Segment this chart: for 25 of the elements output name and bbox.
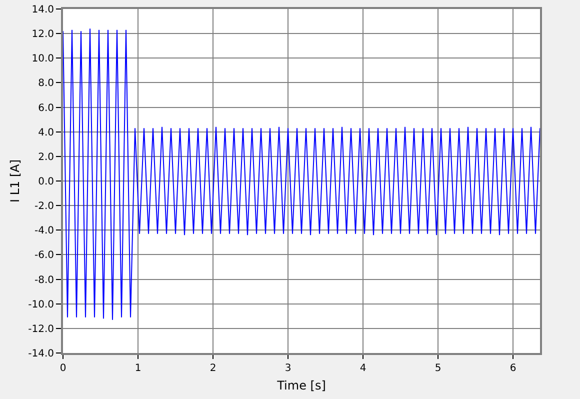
x-tick-label: 1 bbox=[134, 363, 142, 374]
x-tick-label: 3 bbox=[284, 363, 292, 374]
y-tick-label: -6.0 bbox=[34, 250, 54, 262]
y-tick-label: -4.0 bbox=[34, 226, 54, 237]
x-tick-label: 2 bbox=[210, 363, 216, 374]
y-tick-label: 6.0 bbox=[38, 102, 54, 114]
y-tick-label: -14.0 bbox=[28, 348, 54, 360]
y-tick-label: 0.0 bbox=[38, 176, 54, 188]
y-tick-label: -2.0 bbox=[34, 201, 54, 212]
y-tick-label: 12.0 bbox=[32, 29, 54, 40]
line-series bbox=[63, 28, 540, 320]
y-axis-title: I L1 [A] bbox=[8, 159, 22, 203]
y-tick-label: 10.0 bbox=[32, 54, 54, 65]
x-tick-label: 4 bbox=[360, 363, 366, 374]
x-tick-label: 5 bbox=[434, 363, 442, 374]
y-tick-label: 4.0 bbox=[38, 127, 54, 138]
y-tick-label: -8.0 bbox=[34, 274, 54, 286]
y-tick-label: 2.0 bbox=[38, 152, 54, 163]
y-tick-label: -10.0 bbox=[28, 299, 54, 310]
x-axis-title: Time [s] bbox=[276, 378, 326, 392]
y-tick-label: 8.0 bbox=[38, 78, 54, 90]
x-tick-label: 0 bbox=[60, 363, 66, 374]
y-tick-label: -12.0 bbox=[28, 324, 54, 335]
x-tick-label: 6 bbox=[510, 363, 516, 374]
y-tick-label: 14.0 bbox=[32, 4, 54, 16]
